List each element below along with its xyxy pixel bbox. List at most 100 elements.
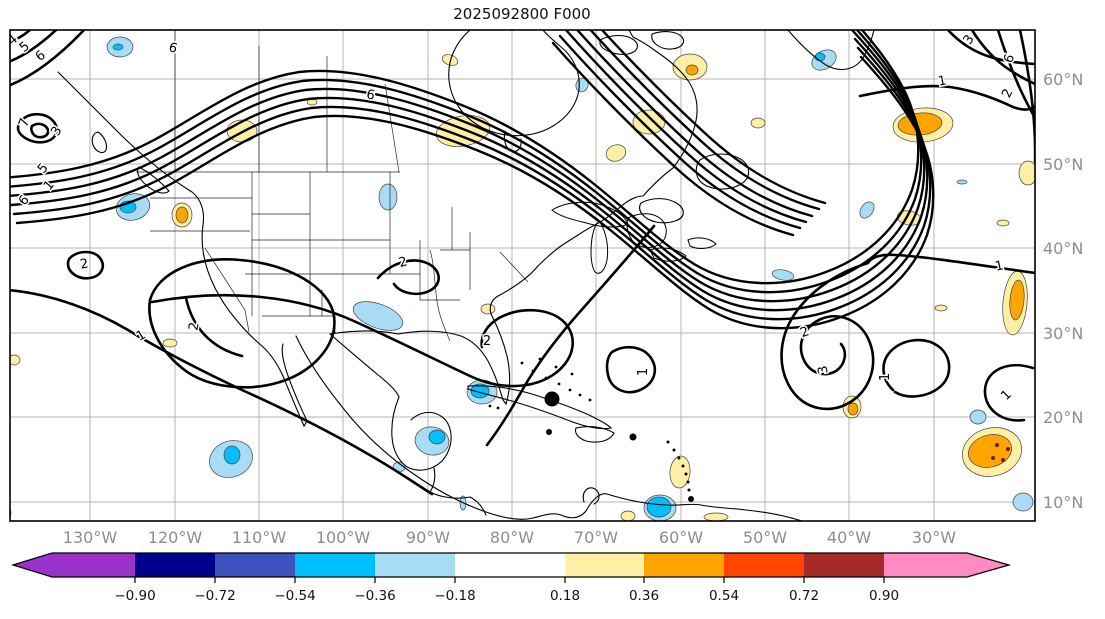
anomaly-patch xyxy=(428,429,446,445)
anomaly-patch xyxy=(175,206,189,224)
contour-line xyxy=(10,288,434,496)
island-dot xyxy=(684,472,688,476)
contour-band-line xyxy=(10,30,926,303)
chart-title: 2025092800 F000 xyxy=(453,5,590,23)
colorbar-tick-label: 0.54 xyxy=(709,588,739,604)
colorbar-tick-label: 0.18 xyxy=(550,588,580,604)
colorbar-tick-label: 0.72 xyxy=(789,588,819,604)
anomaly-patch xyxy=(771,269,795,281)
colorbar-segment xyxy=(13,553,135,577)
contour-band-line xyxy=(15,55,935,330)
anomaly-patch xyxy=(352,301,404,331)
high-anomaly-speck xyxy=(1001,458,1005,462)
coastline-path xyxy=(639,198,684,224)
coastline-path xyxy=(651,31,685,50)
contour-label: 2 xyxy=(999,87,1016,101)
colorbar-segment xyxy=(375,553,455,577)
border-line xyxy=(499,251,529,283)
anomaly-patch xyxy=(685,64,699,76)
contour-label: 6 xyxy=(1001,52,1018,65)
island-dot xyxy=(687,488,691,492)
colorbar-tick-label: −0.18 xyxy=(434,588,475,604)
high-anomaly-speck xyxy=(995,443,999,447)
coastline-path xyxy=(628,30,698,197)
lat-tick-label: 10°N xyxy=(1043,493,1083,512)
island-dot xyxy=(672,448,676,452)
contour-line xyxy=(882,338,951,398)
anomaly-patch xyxy=(470,383,490,399)
colorbar: −0.90 −0.72 −0.54 −0.36 −0.18 0.18 0.36 0.54 0.7… xyxy=(10,552,1012,604)
contour-label: 1 xyxy=(878,373,893,381)
contour-line xyxy=(946,30,1035,66)
anomaly-patch xyxy=(967,434,1013,468)
colorbar-segment xyxy=(295,553,375,577)
lat-tick-label: 30°N xyxy=(1043,324,1083,343)
contour-line xyxy=(780,253,1035,411)
lake-outline xyxy=(590,221,609,274)
contour-label: 5 xyxy=(17,39,33,56)
contour-line xyxy=(148,258,336,389)
colorbar-segment xyxy=(884,553,1009,577)
lon-tick-label: 90°W xyxy=(406,528,450,547)
island-dot xyxy=(554,365,558,369)
contour-band-line xyxy=(564,30,808,224)
lon-tick-label: 80°W xyxy=(490,528,534,547)
anomaly-patch xyxy=(814,52,826,62)
contour-line xyxy=(16,112,58,144)
island-dot xyxy=(688,496,694,502)
coastline-path xyxy=(91,131,108,154)
storm-marker-dot xyxy=(544,391,560,407)
colorbar-tick-label: −0.54 xyxy=(274,588,315,604)
contour-band-line xyxy=(558,34,802,230)
anomaly-patch xyxy=(847,402,859,416)
contour-line xyxy=(66,250,104,280)
island-dot xyxy=(629,433,637,441)
anomaly-patch xyxy=(1012,492,1034,512)
coastline-path xyxy=(329,195,644,406)
island-dot xyxy=(570,372,574,376)
contour-label: 2 xyxy=(79,256,90,272)
anomaly-patch xyxy=(1009,279,1025,321)
anomaly-patch xyxy=(646,496,672,518)
contour-label: 6 xyxy=(167,40,179,57)
lon-tick-label: 130°W xyxy=(63,528,118,547)
contour-line xyxy=(10,30,58,63)
contour-line xyxy=(1018,30,1035,164)
coastline-path xyxy=(585,493,803,521)
border-line xyxy=(429,249,451,342)
contour-band-line xyxy=(10,37,929,312)
anomaly-patch xyxy=(162,338,178,348)
lat-tick-label: 20°N xyxy=(1043,408,1083,427)
contour-label: 1 xyxy=(636,368,651,376)
colorbar-tick-label: −0.36 xyxy=(354,588,395,604)
contour-line xyxy=(30,122,50,139)
anomaly-patch xyxy=(934,304,948,312)
island-dot xyxy=(546,429,552,435)
colorbar-segment xyxy=(455,553,565,577)
island-dot xyxy=(520,361,524,365)
contour-label: 1 xyxy=(937,73,948,89)
lake-outline xyxy=(687,237,717,249)
colorbar-segment xyxy=(215,553,295,577)
contour-label: 6 xyxy=(33,48,49,65)
colorbar-tick-label: −0.72 xyxy=(194,588,235,604)
contour-band-line xyxy=(10,30,923,294)
contour-line xyxy=(605,345,657,394)
colorbar-segment xyxy=(565,553,644,577)
anomaly-patch xyxy=(811,49,837,71)
anomaly-patch xyxy=(10,354,21,366)
plot-frame xyxy=(9,29,1036,522)
contour-label: 1 xyxy=(994,258,1005,274)
lat-tick-label: 40°N xyxy=(1043,239,1083,258)
contour-line xyxy=(485,224,656,447)
island-dot xyxy=(588,398,592,402)
anomaly-patch xyxy=(996,219,1010,227)
coastline-path xyxy=(599,34,638,55)
colorbar-tick-label: 0.36 xyxy=(629,588,659,604)
coastline-path xyxy=(467,385,613,430)
anomaly-patch xyxy=(969,409,987,425)
anomaly-patch xyxy=(703,512,729,521)
island-dot xyxy=(496,406,500,410)
lon-tick-label: 50°W xyxy=(743,528,787,547)
